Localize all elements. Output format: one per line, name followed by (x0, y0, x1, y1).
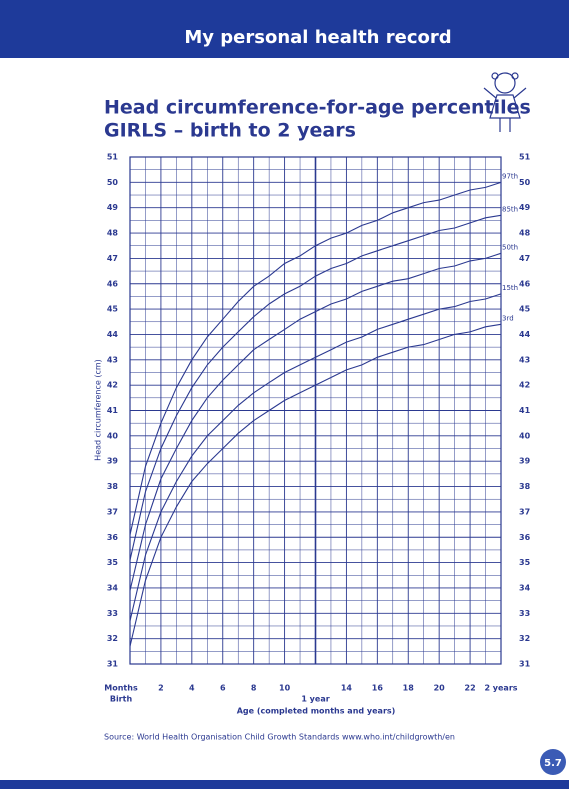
y-tick-label: 34 (107, 583, 119, 592)
y-tick-label-right: 40 (519, 431, 531, 440)
y-axis-label: Head circumference (cm) (94, 359, 103, 461)
y-tick-label: 35 (107, 558, 119, 567)
series-label: 97th (502, 172, 518, 180)
x-tick-label: 6 (220, 684, 226, 693)
x-tick-label: 22 (465, 684, 476, 693)
chart-subtitle: GIRLS – birth to 2 years (104, 120, 356, 142)
x-axis-label: Age (completed months and years) (237, 707, 396, 716)
percentile-line (129, 323, 502, 647)
x-tick-label: 18 (403, 684, 415, 693)
x-tick-label: Months (104, 684, 138, 693)
y-tick-label-right: 48 (519, 229, 531, 238)
footer-band (0, 780, 569, 789)
x-tick-label: 4 (189, 684, 195, 693)
chart-title: Head circumference-for-age percentiles (104, 97, 531, 119)
x-start-label: Birth (110, 695, 133, 704)
series-label: 50th (502, 243, 518, 251)
y-tick-label-right: 50 (519, 178, 531, 187)
y-tick-label-right: 31 (519, 660, 531, 669)
y-tick-label: 33 (107, 609, 118, 618)
page-number: 5.7 (544, 758, 562, 769)
x-tick-label: 10 (279, 684, 291, 693)
y-tick-label-right: 34 (519, 583, 531, 592)
y-tick-label-right: 42 (519, 381, 530, 390)
y-tick-label: 47 (107, 254, 118, 263)
x-tick-label: 20 (434, 684, 446, 693)
header-title: My personal health record (184, 27, 451, 48)
y-tick-label: 38 (107, 482, 119, 491)
y-tick-label-right: 38 (519, 482, 531, 491)
y-tick-label-right: 51 (519, 153, 531, 162)
y-tick-label: 46 (107, 279, 119, 288)
y-tick-label: 39 (107, 457, 119, 466)
y-tick-label: 36 (107, 533, 119, 542)
x-tick-label: 16 (372, 684, 384, 693)
y-tick-label-right: 35 (519, 558, 531, 567)
percentile-line (129, 293, 502, 622)
y-tick-label-right: 36 (519, 533, 531, 542)
y-tick-label-right: 47 (519, 254, 530, 263)
series-label: 85th (502, 205, 518, 213)
source: Source: World Health Organisation Child … (104, 733, 455, 742)
percentile-line (129, 181, 502, 535)
y-tick-label: 37 (107, 507, 118, 516)
series-label: 15th (502, 284, 518, 292)
y-tick-label: 41 (107, 406, 119, 415)
y-tick-label-right: 37 (519, 507, 530, 516)
series-label: 3rd (502, 314, 514, 322)
x-tick-label: 14 (341, 684, 353, 693)
y-tick-label: 40 (107, 431, 119, 440)
y-tick-label: 45 (107, 305, 119, 314)
y-tick-label: 32 (107, 634, 118, 643)
y-tick-label-right: 49 (519, 203, 531, 212)
y-tick-label: 49 (107, 203, 119, 212)
x-tick-label: 2 years (484, 684, 517, 693)
x-tick-label: 8 (251, 684, 257, 693)
y-tick-label-right: 45 (519, 305, 531, 314)
x-tick-label: 2 (158, 684, 164, 693)
page-badge (540, 749, 566, 775)
y-tick-label-right: 33 (519, 609, 530, 618)
y-tick-label-right: 44 (519, 330, 531, 339)
y-tick-label: 51 (107, 153, 119, 162)
y-tick-label-right: 32 (519, 634, 530, 643)
girl-icon (483, 72, 527, 132)
percentile-line (129, 214, 502, 561)
y-tick-label: 48 (107, 229, 119, 238)
x-tick-label: 1 year (301, 695, 329, 704)
y-tick-label: 43 (107, 355, 118, 364)
y-tick-label: 31 (107, 660, 119, 669)
y-tick-label-right: 43 (519, 355, 530, 364)
y-tick-label: 42 (107, 381, 118, 390)
y-tick-label: 44 (107, 330, 119, 339)
header-band (0, 0, 569, 58)
y-tick-label-right: 39 (519, 457, 531, 466)
y-tick-label-right: 41 (519, 406, 531, 415)
y-tick-label: 50 (107, 178, 119, 187)
y-tick-label-right: 46 (519, 279, 531, 288)
percentile-line (129, 252, 502, 591)
